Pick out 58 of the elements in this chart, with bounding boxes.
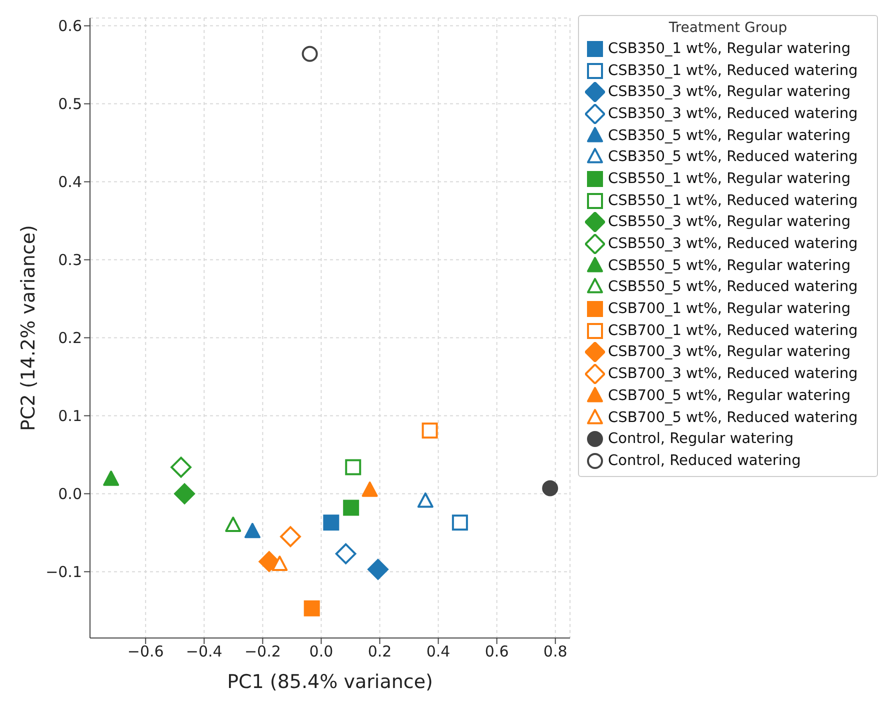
x-axis-title: PC1 (85.4% variance)	[227, 671, 433, 693]
point	[335, 543, 356, 564]
y-tick-label: −0.1	[46, 563, 82, 582]
legend-label: CSB550_1 wt%, Reduced watering	[608, 192, 858, 209]
point	[103, 470, 120, 486]
legend-label: CSB350_5 wt%, Reduced watering	[608, 149, 858, 166]
legend-label: CSB550_5 wt%, Regular watering	[608, 258, 851, 274]
legend-label: CSB550_5 wt%, Reduced watering	[608, 279, 858, 296]
point	[170, 456, 192, 478]
legend-label: CSB550_1 wt%, Regular watering	[608, 170, 851, 187]
legend-label: CSB350_1 wt%, Reduced watering	[608, 62, 858, 79]
legend-label: CSB700_5 wt%, Reduced watering	[608, 410, 858, 426]
legend-label: CSB350_3 wt%, Reduced watering	[608, 106, 858, 122]
x-tick-label: 0.6	[484, 642, 509, 661]
y-tick-label: 0.0	[58, 485, 82, 504]
y-tick-label: 0.3	[58, 251, 82, 270]
point	[422, 422, 438, 439]
x-tick-label: −0.2	[244, 642, 281, 661]
point	[417, 492, 434, 508]
point	[174, 483, 195, 504]
point	[244, 522, 260, 538]
point	[542, 480, 558, 496]
y-tick-label: 0.1	[58, 407, 82, 426]
legend-label: CSB350_3 wt%, Regular watering	[608, 84, 851, 100]
y-tick-label: 0.6	[58, 17, 82, 36]
x-tick-label: −0.6	[127, 642, 164, 661]
y-tick-label: 0.5	[58, 95, 82, 114]
point	[343, 500, 360, 516]
x-tick-label: 0.4	[426, 642, 450, 661]
x-tick-label: 0.8	[543, 642, 568, 661]
x-tick-label: 0.2	[368, 642, 392, 661]
y-axis-title: PC2 (14.2% variance)	[18, 225, 40, 431]
x-tick-label: −0.4	[186, 642, 222, 661]
legend-label: CSB700_5 wt%, Regular watering	[608, 388, 851, 404]
point	[302, 46, 318, 62]
legend-label: CSB700_3 wt%, Reduced watering	[608, 366, 858, 382]
legend-title: Treatment Group	[668, 20, 788, 36]
legend-label: Control, Regular watering	[608, 431, 794, 448]
point	[304, 600, 320, 616]
point	[272, 556, 288, 571]
legend-label: CSB350_5 wt%, Regular watering	[608, 128, 851, 144]
point	[225, 516, 242, 532]
legend-label: CSB350_1 wt%, Regular watering	[608, 40, 851, 57]
point	[452, 514, 468, 531]
y-tick-label: 0.2	[58, 329, 82, 348]
point	[362, 482, 378, 497]
legend-label: CSB700_1 wt%, Regular watering	[608, 301, 851, 318]
legend-label: CSB700_3 wt%, Regular watering	[608, 344, 851, 360]
legend-label: CSB700_1 wt%, Reduced watering	[608, 322, 858, 339]
legend-label: Control, Reduced watering	[608, 452, 801, 469]
point	[368, 558, 388, 580]
point	[345, 459, 362, 476]
legend-label: CSB550_3 wt%, Reduced watering	[608, 236, 858, 252]
x-tick-label: 0.0	[309, 642, 334, 661]
point	[280, 526, 301, 548]
y-tick-label: 0.4	[58, 173, 82, 192]
point	[323, 514, 340, 531]
legend-label: CSB550_3 wt%, Regular watering	[608, 214, 851, 230]
